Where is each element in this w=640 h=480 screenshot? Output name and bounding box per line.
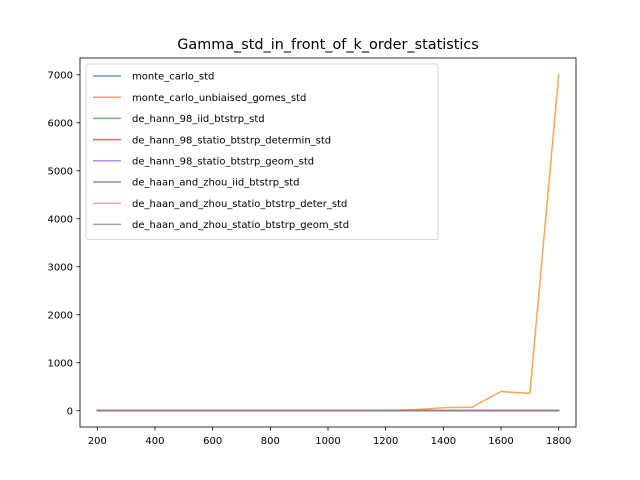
x-tick-label: 600 — [203, 436, 222, 447]
y-tick-label: 4000 — [48, 214, 73, 225]
legend-label-7: de_haan_and_zhou_statio_btstrp_deter_std — [132, 199, 347, 210]
legend-label-8: de_haan_and_zhou_statio_btstrp_geom_std — [132, 220, 349, 231]
chart-title: Gamma_std_in_front_of_k_order_statistics — [177, 37, 479, 53]
legend: monte_carlo_std monte_carlo_unbiaised_gom… — [85, 63, 439, 241]
legend-label-5: de_hann_98_statio_btstrp_geom_std — [132, 157, 314, 168]
legend-label-1: monte_carlo_std — [132, 72, 214, 83]
legend-label-2: monte_carlo_unbiaised_gomes_std — [132, 93, 306, 104]
y-tick-label: 0 — [67, 406, 73, 417]
x-tick-label: 1800 — [546, 436, 571, 447]
x-tick-label: 1200 — [373, 436, 398, 447]
x-tick-label: 200 — [88, 436, 107, 447]
y-tick-label: 6000 — [48, 118, 73, 129]
axes-layer: 200 400 600 800 1000 1200 1400 1600 1800 0 1000 200… — [48, 57, 577, 447]
y-tick-label: 1000 — [48, 358, 73, 369]
x-tick-label: 400 — [145, 436, 164, 447]
y-tick-label: 7000 — [48, 70, 73, 81]
legend-frame — [85, 63, 439, 241]
legend-label-3: de_hann_98_iid_btstrp_std — [132, 114, 265, 125]
series-layer — [96, 73, 560, 412]
x-tick-label: 800 — [261, 436, 280, 447]
legend-label-6: de_haan_and_zhou_iid_btstrp_std — [132, 178, 300, 189]
y-tick-label: 3000 — [48, 262, 73, 273]
x-tick-label: 1600 — [488, 436, 513, 447]
y-tick-label: 2000 — [48, 310, 73, 321]
y-tick-label: 5000 — [48, 166, 73, 177]
legend-label-4: de_hann_98_statio_btstrp_determin_std — [132, 135, 331, 146]
x-tick-label: 1400 — [431, 436, 456, 447]
x-tick-label: 1000 — [315, 436, 340, 447]
